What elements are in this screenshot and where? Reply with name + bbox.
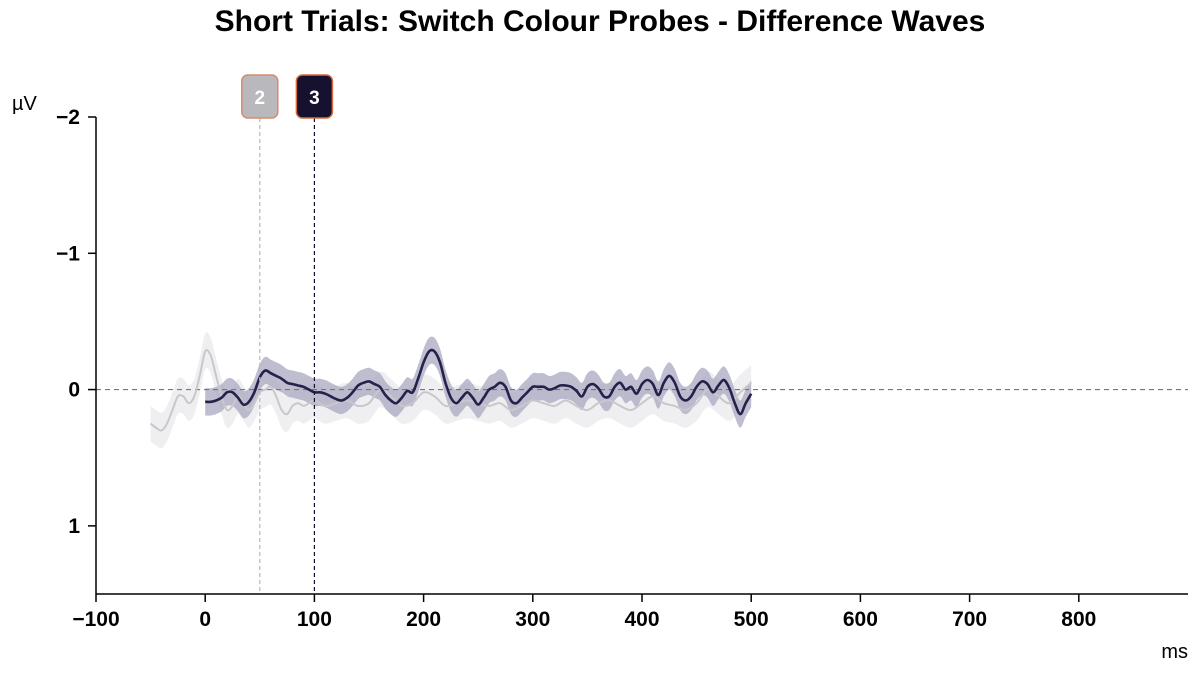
- y-tick-label: 0: [68, 379, 80, 402]
- series-1-line: [149, 349, 752, 432]
- x-tick-label: 300: [515, 608, 550, 631]
- x-tick-label: 400: [624, 608, 659, 631]
- marker-2-label: 2: [255, 88, 266, 109]
- axes: −2 −1 0 1 −100 0 100 200 300 400 500 600 700 800: [56, 106, 1188, 631]
- marker-2-badge[interactable]: [241, 74, 279, 119]
- series-lines: [149, 348, 753, 432]
- chart-title: Short Trials: Switch Colour Probes - Dif…: [215, 5, 986, 38]
- x-tick-label: 100: [297, 608, 332, 631]
- x-tick-label: 500: [734, 608, 769, 631]
- x-tick-label: 200: [406, 608, 441, 631]
- x-tick-label: 800: [1061, 608, 1096, 631]
- x-axis-label: ms: [1161, 641, 1188, 663]
- confidence-bands: [150, 332, 752, 449]
- x-tick-label: −100: [72, 608, 119, 631]
- y-tick-label: 1: [68, 515, 80, 538]
- series-2-confidence-band: [205, 336, 752, 428]
- x-tick-label: 0: [199, 608, 211, 631]
- y-axis-label: µV: [12, 93, 38, 115]
- marker-3-label: 3: [309, 88, 320, 109]
- y-tick-label: −1: [56, 242, 80, 265]
- series-2-line: [205, 348, 753, 416]
- x-tick-label: 600: [843, 608, 878, 631]
- marker-3-badge[interactable]: [295, 74, 334, 119]
- y-tick-label: −2: [56, 106, 80, 129]
- x-tick-label: 700: [952, 608, 987, 631]
